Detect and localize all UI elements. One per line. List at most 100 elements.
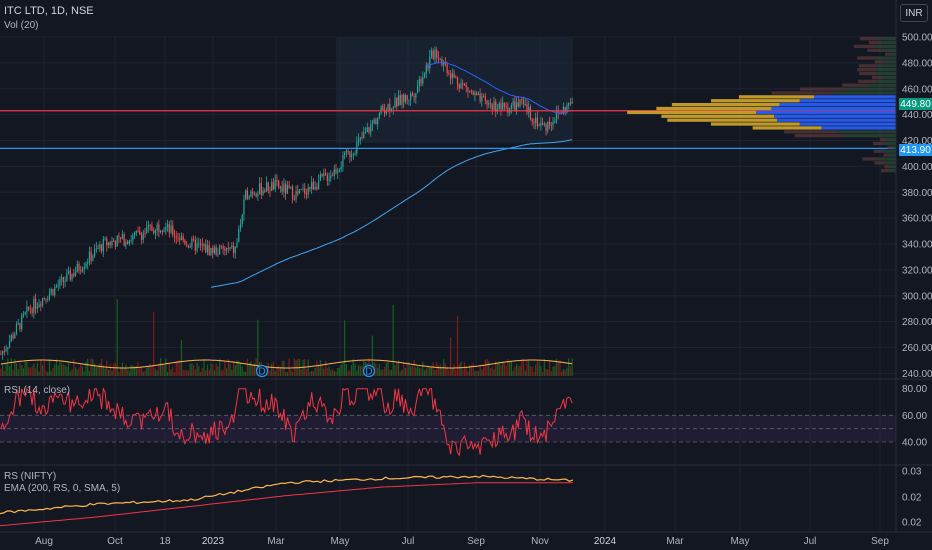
candle-body (135, 230, 137, 233)
volume-bar (451, 368, 453, 376)
candle-body (359, 137, 361, 140)
volume-bar (519, 365, 521, 376)
rsi-line (0, 386, 573, 457)
candle-body (163, 230, 165, 232)
candle-body (555, 111, 558, 122)
candle-body (533, 121, 535, 123)
candle-body (199, 243, 202, 245)
price-tick-label: 400.00 (902, 162, 932, 173)
candle-body (455, 77, 457, 78)
volume-bar (111, 370, 113, 376)
volume-bar (26, 361, 28, 376)
volume-bar (382, 369, 384, 376)
candle-body (434, 49, 436, 59)
candle-body (142, 232, 144, 240)
candle-body (408, 99, 410, 101)
volume-bar (455, 369, 457, 376)
candle-body (279, 186, 282, 188)
volume-bar (73, 359, 75, 376)
volume-profile-bar (857, 68, 876, 72)
candle-body (510, 105, 512, 109)
volume-bar (19, 362, 21, 376)
time-tick-label: Mar (666, 536, 684, 547)
candle-body (217, 254, 219, 255)
volume-bar (448, 369, 450, 376)
candle-body (500, 103, 502, 110)
volume-profile-bar (877, 37, 896, 41)
volume-profile-bar (711, 99, 800, 103)
candle-body (281, 186, 283, 192)
candle-body (158, 224, 160, 232)
candle-body (111, 241, 113, 246)
candle-body (196, 243, 198, 251)
volume-bar (403, 362, 405, 376)
candle-body (307, 187, 309, 195)
volume-profile-bar (656, 106, 772, 111)
volume-bar (175, 361, 177, 376)
volume-bar (180, 339, 183, 376)
candle-body (10, 335, 12, 341)
candle-body (80, 270, 82, 272)
volume-bar (38, 371, 40, 376)
volume-bar (331, 369, 334, 376)
candle-body (120, 237, 122, 239)
candle-body (554, 121, 556, 123)
volume-profile-bar (887, 145, 892, 149)
candle-body (74, 271, 77, 276)
volume-bar (349, 370, 351, 376)
volume-bar (547, 369, 549, 376)
candle-body (383, 110, 386, 114)
volume-bar (62, 364, 64, 376)
volume-bar (15, 363, 18, 376)
candle-body (5, 349, 7, 352)
volume-profile-bar (661, 114, 775, 118)
volume-bar (496, 363, 499, 376)
candle-body (345, 150, 348, 153)
volume-bar (133, 365, 136, 376)
volume-bar (429, 366, 431, 376)
volume-bar (22, 368, 25, 376)
candle-body (528, 106, 530, 113)
candle-body (43, 298, 45, 299)
candle-body (0, 354, 2, 355)
candle-body (465, 85, 467, 88)
volume-profile-bar (872, 75, 884, 80)
candle-body (420, 79, 422, 84)
candle-body (333, 169, 335, 176)
candle-body (361, 137, 363, 139)
candle-body (309, 187, 311, 189)
volume-bar (543, 358, 545, 376)
volume-bar (95, 367, 97, 376)
candle-body (298, 189, 301, 194)
volume-bar (432, 362, 434, 376)
candle-body (290, 186, 292, 188)
volume-bar (85, 361, 87, 376)
price-tick-label: 300.00 (902, 291, 932, 302)
candle-body (319, 174, 321, 181)
candle-body (456, 77, 459, 85)
volume-bar (406, 362, 408, 376)
candle-body (305, 193, 308, 195)
candle-body (425, 65, 427, 75)
volume-bar (238, 361, 240, 376)
currency-badge[interactable]: INR (900, 4, 928, 22)
volume-bar (524, 370, 526, 376)
volume-bar (521, 359, 523, 376)
candle-body (363, 132, 365, 139)
candle-body (238, 229, 240, 242)
candle-body (12, 335, 14, 339)
candle-body (517, 102, 519, 107)
candle-body (515, 102, 518, 112)
candle-body (382, 106, 384, 111)
volume-bar (305, 368, 308, 376)
volume-bar (540, 366, 542, 376)
candle-body (45, 298, 47, 300)
time-tick-label: Mar (267, 536, 285, 547)
volume-bar (469, 365, 471, 376)
volume-bar (100, 359, 103, 376)
candle-body (495, 101, 497, 112)
volume-bar (311, 371, 313, 376)
volume-bar (55, 359, 58, 376)
volume-bar (213, 370, 216, 376)
